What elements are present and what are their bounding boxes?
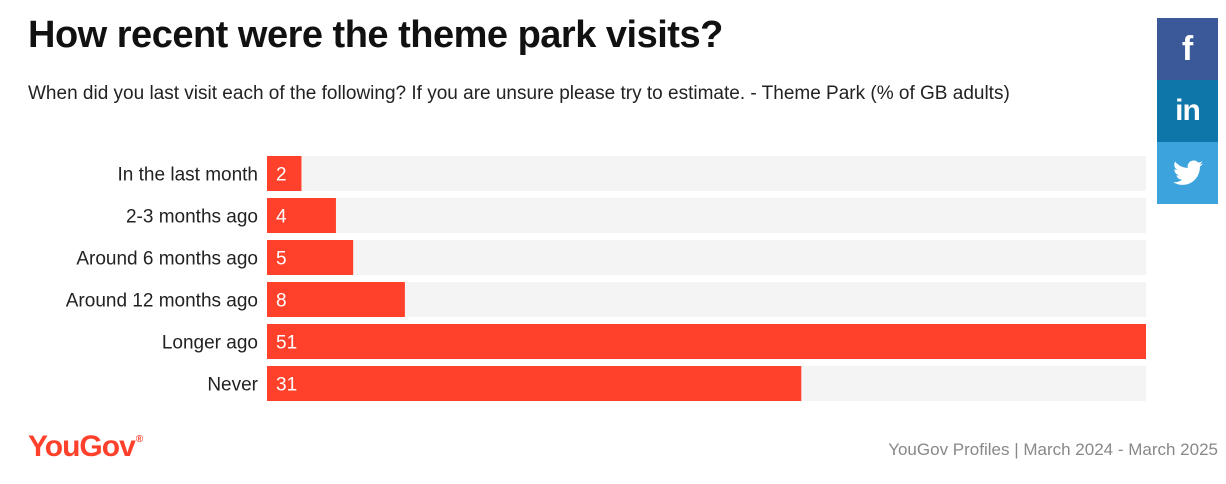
data-label: 2 (276, 165, 287, 186)
data-label: 4 (276, 207, 287, 228)
category-label: Never (207, 375, 258, 396)
category-label: Around 12 months ago (66, 291, 258, 312)
twitter-icon (1172, 160, 1203, 186)
source-note: YouGov Profiles | March 2024 - March 202… (888, 440, 1218, 459)
data-label: 31 (276, 375, 297, 396)
category-label: Around 6 months ago (76, 249, 258, 270)
category-label: In the last month (118, 165, 258, 186)
bar-track (267, 198, 1146, 233)
bar (267, 198, 336, 233)
bar (267, 156, 302, 191)
bar-track (267, 156, 1146, 191)
bar (267, 240, 354, 275)
bar-track (267, 282, 1146, 317)
linkedin-icon: in (1175, 94, 1201, 127)
chart-subtitle: When did you last visit each of the foll… (28, 83, 1010, 104)
bar (267, 366, 802, 401)
data-label: 8 (276, 291, 287, 312)
facebook-icon: f (1181, 30, 1194, 68)
bar-chart: In the last month 2 2-3 months ago 4 Around … (66, 156, 1146, 401)
yougov-logo[interactable]: YouGov® (28, 430, 143, 463)
linkedin-share-button[interactable]: in (1157, 80, 1218, 142)
bar-track (267, 240, 1146, 275)
data-label: 5 (276, 249, 287, 270)
data-label: 51 (276, 333, 297, 354)
bar (267, 282, 405, 317)
chart-title: How recent were the theme park visits? (28, 14, 723, 56)
bar (267, 324, 1146, 359)
facebook-share-button[interactable]: f (1157, 18, 1218, 80)
category-label: 2-3 months ago (126, 207, 258, 228)
twitter-share-button[interactable] (1157, 142, 1218, 204)
category-label: Longer ago (162, 333, 258, 354)
